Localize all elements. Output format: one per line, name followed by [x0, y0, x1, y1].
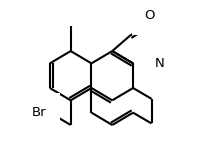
- Text: Br: Br: [32, 106, 47, 119]
- Text: O: O: [145, 9, 155, 22]
- Text: N: N: [155, 57, 164, 70]
